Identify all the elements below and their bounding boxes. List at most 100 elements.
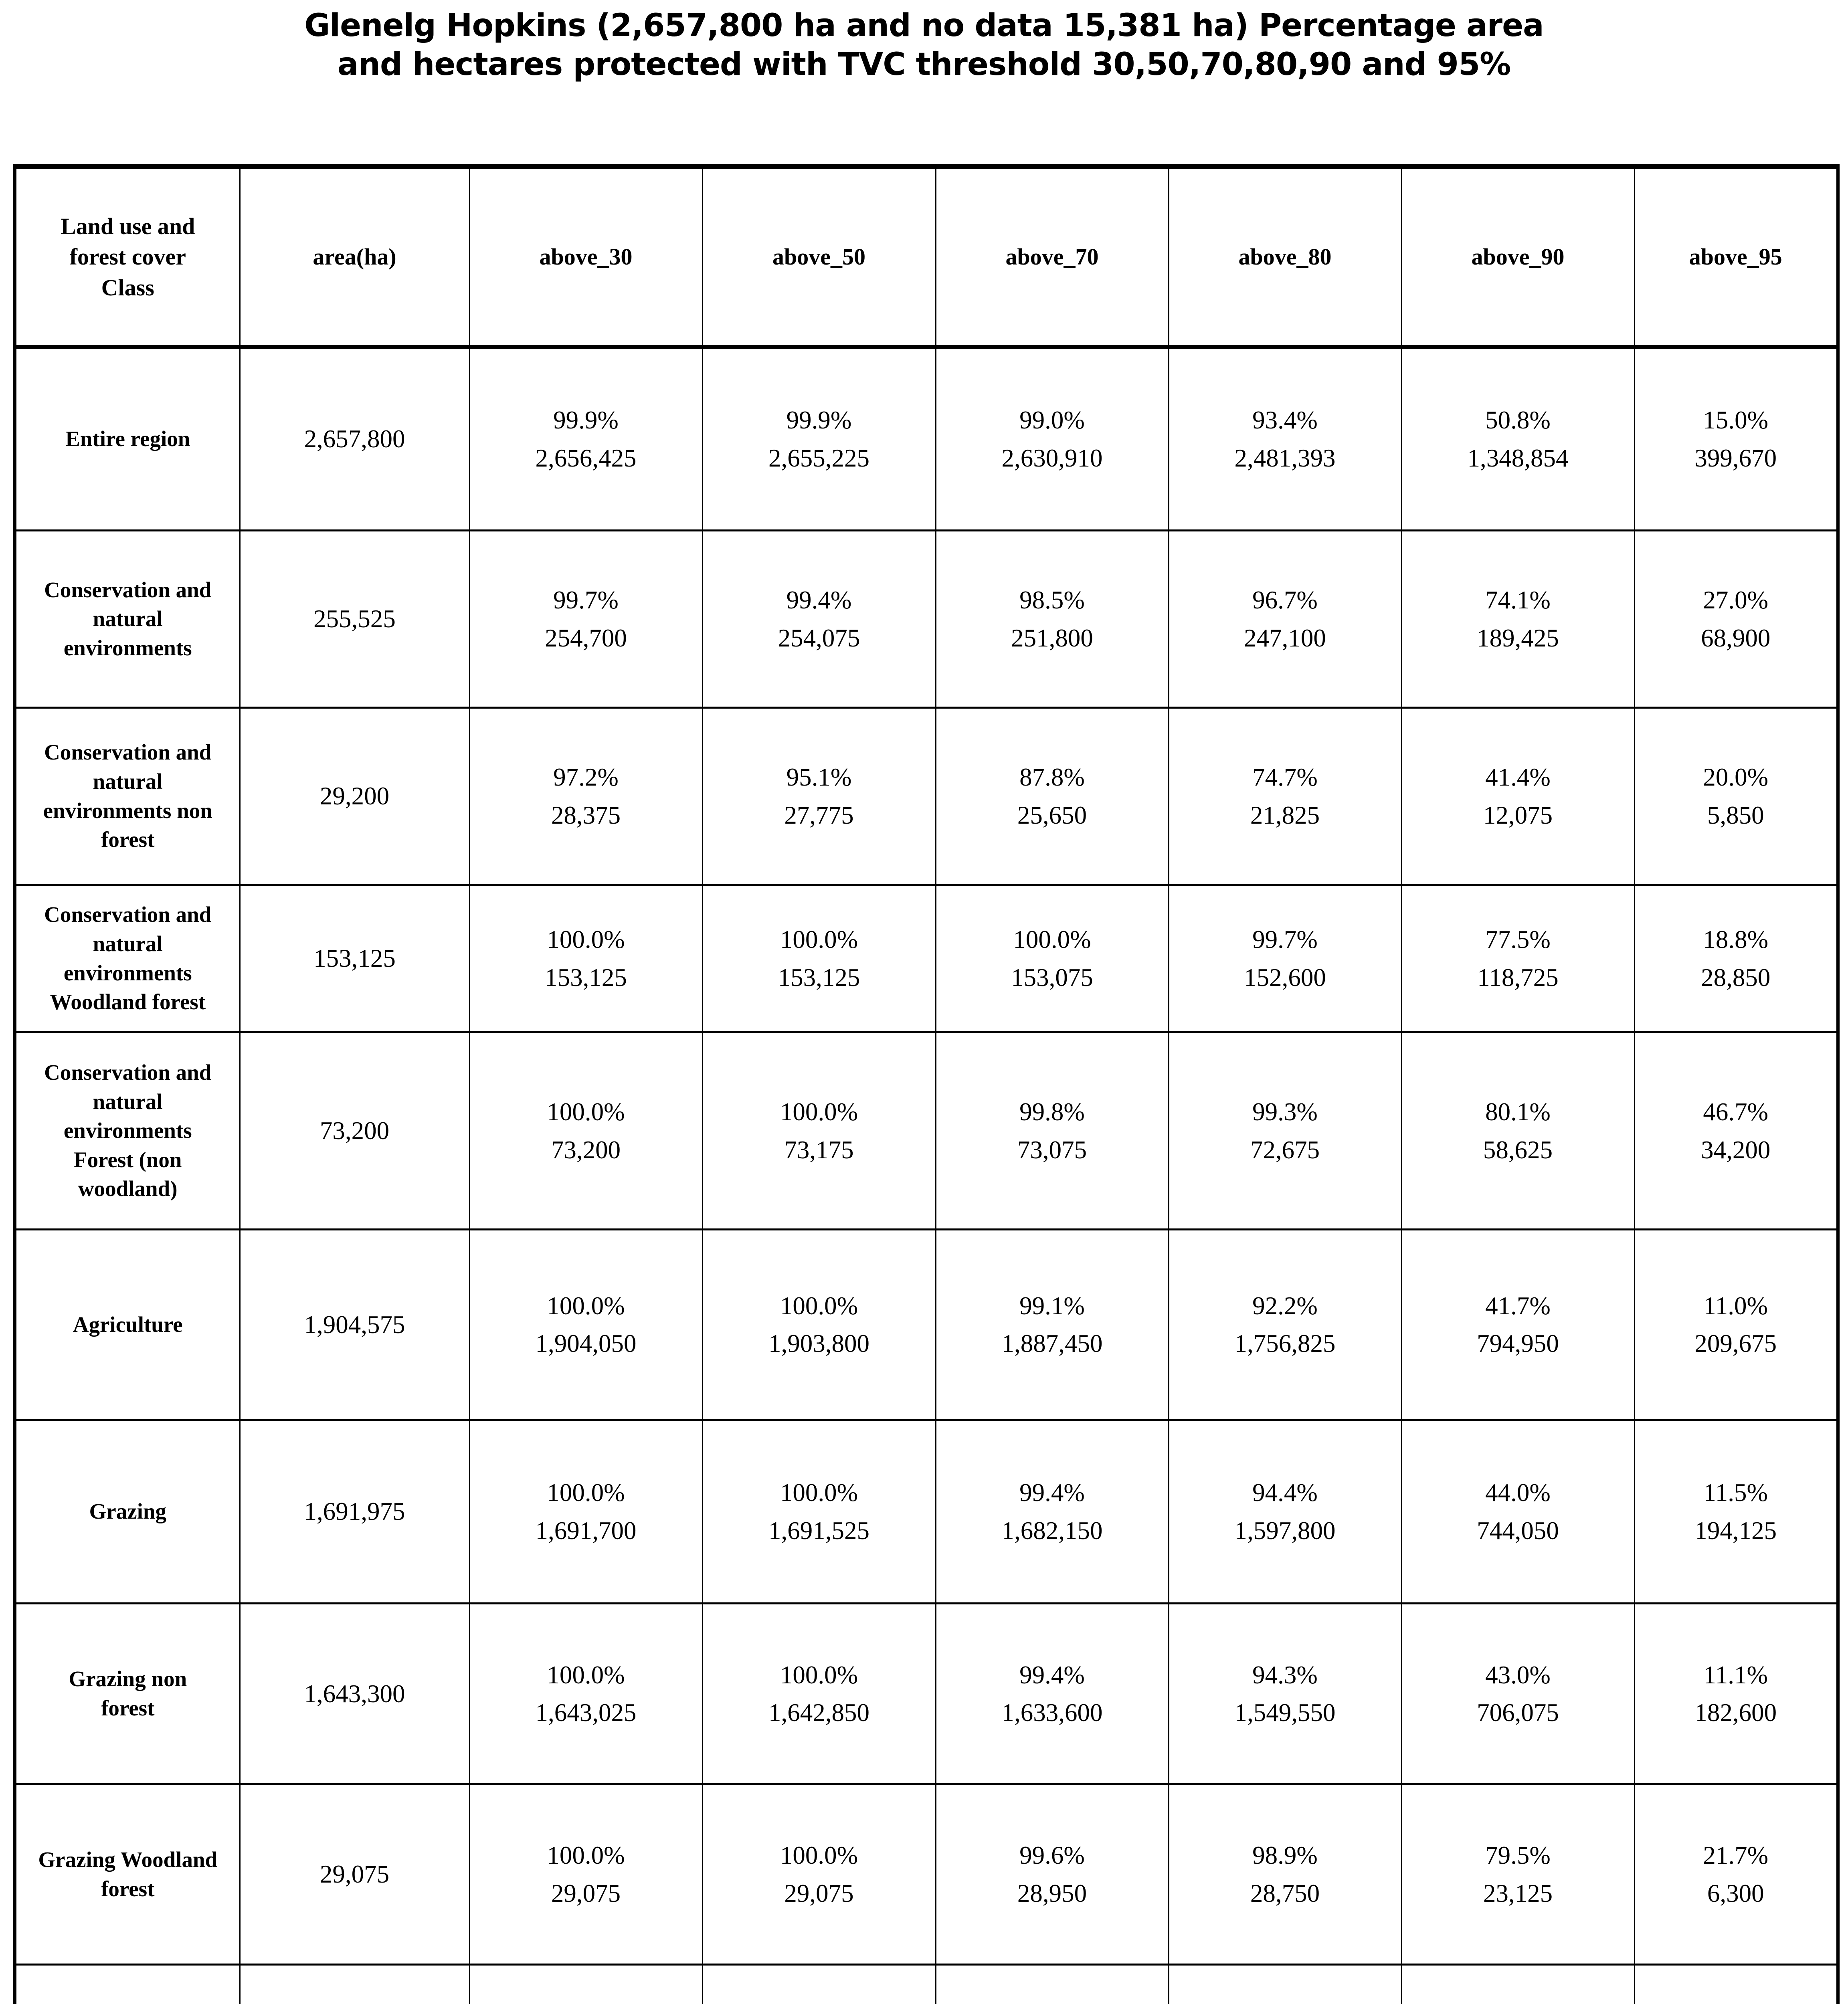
value-cell: 99.0% 2,630,910 [935, 346, 1169, 531]
value-cell: 74.7% 21,825 [1168, 707, 1402, 886]
area-cell: 210,950 [239, 1964, 470, 2004]
row-label-cell: Grazing [14, 1419, 241, 1604]
row-label-cell: Entire region [14, 346, 241, 531]
value-cell: 96.7% 247,100 [1168, 529, 1402, 709]
value-cell: 77.5% 118,725 [1401, 884, 1635, 1033]
value-cell: 100.0% 73,175 [702, 1031, 936, 1230]
value-cell: 99.4% 254,075 [702, 529, 936, 709]
value-cell: 100.0% 29,075 [469, 1783, 703, 1966]
area-cell: 29,075 [239, 1783, 470, 1966]
value-cell: 93.4% 2,481,393 [1168, 346, 1402, 531]
value-cell: 99.6% 28,950 [935, 1783, 1169, 1966]
value-cell: 80.1% 58,625 [1401, 1031, 1635, 1230]
value-cell: 27.0% 68,900 [1634, 529, 1839, 709]
table-row: Grazing 1,691,975 100.0% 1,691,700 100.0… [14, 1419, 1839, 1604]
value-cell: 96.5% 203,650 [935, 1964, 1169, 2004]
area-cell: 2,657,800 [239, 346, 470, 531]
table-row: Grazing Woodland forest 29,075 100.0% 29… [14, 1783, 1839, 1966]
area-cell: 1,643,300 [239, 1602, 470, 1785]
table-row: Entire region 2,657,800 99.9% 2,656,425 … [14, 346, 1839, 531]
value-cell: 50.8% 1,348,854 [1401, 346, 1635, 531]
value-cell: 95.1% 27,775 [702, 707, 936, 886]
value-cell: 11.5% 194,125 [1634, 1419, 1839, 1604]
value-cell: 41.7% 794,950 [1401, 1228, 1635, 1421]
value-cell: 41.4% 12,075 [1401, 707, 1635, 886]
value-cell: 100.0% 153,075 [935, 884, 1169, 1033]
value-cell: 20.0% 5,850 [1634, 707, 1839, 886]
value-cell: 99.8% 73,075 [935, 1031, 1169, 1230]
value-cell: 74.8% 157,750 [1168, 1964, 1402, 2004]
row-label-cell: Cropping [14, 1964, 241, 2004]
header-cell-area: area(ha) [239, 166, 470, 349]
row-label-cell: Grazing non forest [14, 1602, 241, 1785]
table-row: Conservation and natural environments Fo… [14, 1031, 1839, 1230]
value-cell: 99.7% 152,600 [1168, 884, 1402, 1033]
value-cell: 99.9% 210,700 [469, 1964, 703, 2004]
value-cell: 94.3% 1,549,550 [1168, 1602, 1402, 1785]
value-cell: 100.0% 1,643,025 [469, 1602, 703, 1785]
value-cell: 99.1% 1,887,450 [935, 1228, 1169, 1421]
area-cell: 255,525 [239, 529, 470, 709]
value-cell: 92.2% 1,756,825 [1168, 1228, 1402, 1421]
value-cell: 99.9% 2,656,425 [469, 346, 703, 531]
table-header-row: Land use and forest cover Class area(ha)… [14, 166, 1839, 349]
value-cell: 100.0% 1,691,525 [702, 1419, 936, 1604]
row-label-cell: Conservation and natural environments Fo… [14, 1031, 241, 1230]
value-cell: 43.0% 706,075 [1401, 1602, 1635, 1785]
header-cell-above-30: above_30 [469, 166, 703, 349]
value-cell: 100.0% 1,642,850 [702, 1602, 936, 1785]
value-cell: 99.8% 210,625 [702, 1964, 936, 2004]
table-row: Cropping 210,950 99.9% 210,700 99.8% 210… [14, 1964, 1839, 2004]
row-label-cell: Conservation and natural environments [14, 529, 241, 709]
table-row: Conservation and natural environments 25… [14, 529, 1839, 709]
value-cell: 94.4% 1,597,800 [1168, 1419, 1402, 1604]
table-row: Grazing non forest 1,643,300 100.0% 1,64… [14, 1602, 1839, 1785]
value-cell: 18.8% 28,850 [1634, 884, 1839, 1033]
table-row: Agriculture 1,904,575 100.0% 1,904,050 1… [14, 1228, 1839, 1421]
value-cell: 11.1% 182,600 [1634, 1602, 1839, 1785]
area-cell: 1,904,575 [239, 1228, 470, 1421]
value-cell: 87.8% 25,650 [935, 707, 1169, 886]
value-cell: 46.7% 34,200 [1634, 1031, 1839, 1230]
value-cell: 98.5% 251,800 [935, 529, 1169, 709]
area-cell: 29,200 [239, 707, 470, 886]
tvc-threshold-table: Land use and forest cover Class area(ha)… [13, 164, 1840, 2004]
value-cell: 44.0% 744,050 [1401, 1419, 1635, 1604]
value-cell: 99.7% 254,700 [469, 529, 703, 709]
value-cell: 74.1% 189,425 [1401, 529, 1635, 709]
value-cell: 97.2% 28,375 [469, 707, 703, 886]
header-cell-above-50: above_50 [702, 166, 936, 349]
value-cell: 100.0% 1,904,050 [469, 1228, 703, 1421]
value-cell: 7.3% 15,300 [1634, 1964, 1839, 2004]
area-cell: 1,691,975 [239, 1419, 470, 1604]
value-cell: 100.0% 1,903,800 [702, 1228, 936, 1421]
value-cell: 100.0% 73,200 [469, 1031, 703, 1230]
value-cell: 98.9% 28,750 [1168, 1783, 1402, 1966]
value-cell: 99.4% 1,682,150 [935, 1419, 1169, 1604]
header-cell-above-70: above_70 [935, 166, 1169, 349]
value-cell: 100.0% 29,075 [702, 1783, 936, 1966]
value-cell: 99.3% 72,675 [1168, 1031, 1402, 1230]
area-cell: 73,200 [239, 1031, 470, 1230]
value-cell: 21.7% 6,300 [1634, 1783, 1839, 1966]
header-cell-class: Land use and forest cover Class [14, 166, 241, 349]
header-cell-above-80: above_80 [1168, 166, 1402, 349]
value-cell: 99.9% 2,655,225 [702, 346, 936, 531]
table-row: Conservation and natural environments no… [14, 707, 1839, 886]
value-cell: 15.0% 399,670 [1634, 346, 1839, 531]
value-cell: 99.4% 1,633,600 [935, 1602, 1169, 1785]
value-cell: 11.0% 209,675 [1634, 1228, 1839, 1421]
value-cell: 23.8% 50,275 [1401, 1964, 1635, 2004]
row-label-cell: Grazing Woodland forest [14, 1783, 241, 1966]
header-cell-above-90: above_90 [1401, 166, 1635, 349]
value-cell: 100.0% 1,691,700 [469, 1419, 703, 1604]
header-cell-above-95: above_95 [1634, 166, 1839, 349]
area-cell: 153,125 [239, 884, 470, 1033]
row-label-cell: Conservation and natural environments Wo… [14, 884, 241, 1033]
page-title: Glenelg Hopkins (2,657,800 ha and no dat… [304, 8, 1544, 83]
row-label-cell: Agriculture [14, 1228, 241, 1421]
value-cell: 79.5% 23,125 [1401, 1783, 1635, 1966]
value-cell: 100.0% 153,125 [702, 884, 936, 1033]
table-row: Conservation and natural environments Wo… [14, 884, 1839, 1033]
